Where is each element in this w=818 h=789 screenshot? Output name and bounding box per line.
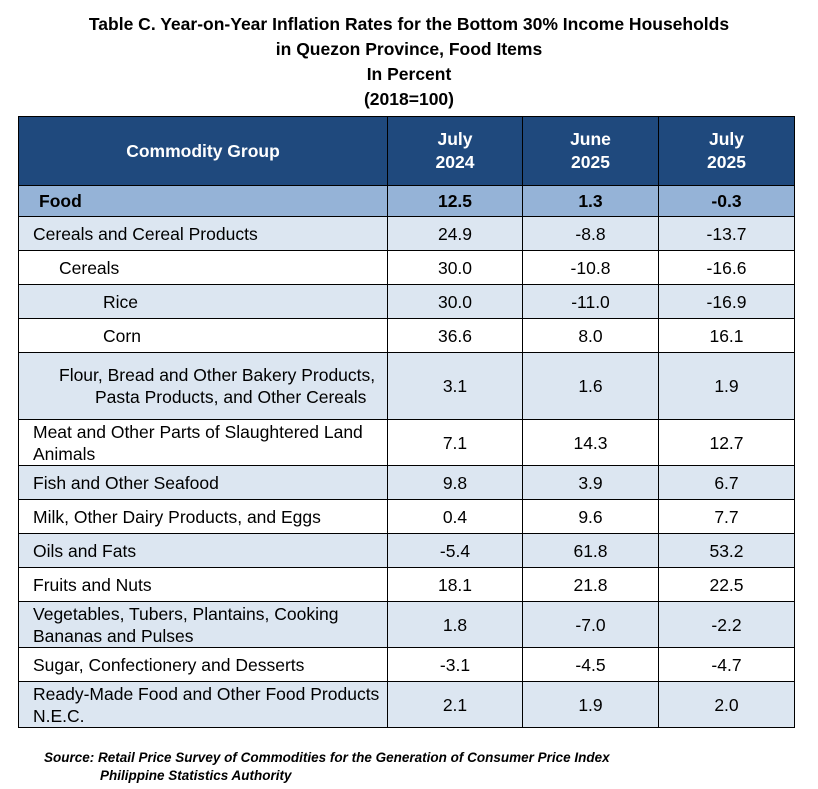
value-july-2024: 36.6 [387,318,523,353]
table-row-meat: Meat and Other Parts of Slaughtered Land… [18,419,795,466]
value-june-2025: 61.8 [522,533,659,568]
header-july-2025-month: July [708,129,745,149]
value-june-2025: -11.0 [522,284,659,319]
value-july-2024: 7.1 [387,419,523,466]
value-july-2024: 30.0 [387,284,523,319]
value-june-2025: 1.3 [522,185,659,217]
value-july-2025: -16.6 [658,250,795,285]
value-july-2025: 12.7 [658,419,795,466]
header-july-2025-year: 2025 [707,152,746,172]
table-row-vegetables: Vegetables, Tubers, Plantains, Cooking B… [18,601,795,648]
value-july-2024: 12.5 [387,185,523,217]
value-july-2025: 22.5 [658,567,795,602]
value-june-2025: -7.0 [522,601,659,648]
value-july-2024: 30.0 [387,250,523,285]
value-june-2025: 8.0 [522,318,659,353]
table-row-cereals: Cereals 30.0 -10.8 -16.6 [18,250,795,285]
value-july-2025: 1.9 [658,352,795,420]
value-june-2025: -8.8 [522,216,659,251]
value-july-2024: 24.9 [387,216,523,251]
table-row-fruits-and-nuts: Fruits and Nuts 18.1 21.8 22.5 [18,567,795,602]
value-july-2024: 0.4 [387,499,523,534]
value-july-2025: -13.7 [658,216,795,251]
header-july-2024-year: 2024 [435,152,475,172]
inflation-table: Commodity Group July 2024 June 2025 July… [18,116,795,728]
header-row: Commodity Group July 2024 June 2025 July… [18,116,795,186]
value-july-2025: -4.7 [658,647,795,682]
row-label: Oils and Fats [18,533,388,568]
row-label: Ready-Made Food and Other Food Products … [18,681,388,728]
header-june-2025: June 2025 [522,116,659,186]
header-june-2025-month: June [570,129,611,149]
row-label: Corn [18,318,388,353]
table-row-corn: Corn 36.6 8.0 16.1 [18,318,795,353]
row-label: Cereals and Cereal Products [18,216,388,251]
value-july-2024: -3.1 [387,647,523,682]
value-july-2024: -5.4 [387,533,523,568]
source-line-1: Source: Retail Price Survey of Commoditi… [44,750,610,765]
row-label: Fruits and Nuts [18,567,388,602]
row-label: Fish and Other Seafood [18,465,388,500]
row-label: Rice [18,284,388,319]
row-label: Flour, Bread and Other Bakery Products, … [18,352,388,420]
value-june-2025: -10.8 [522,250,659,285]
value-july-2025: 2.0 [658,681,795,728]
row-label: Milk, Other Dairy Products, and Eggs [18,499,388,534]
value-july-2024: 3.1 [387,352,523,420]
value-june-2025: 1.9 [522,681,659,728]
source-note: Source: Retail Price Survey of Commoditi… [44,749,610,785]
value-june-2025: -4.5 [522,647,659,682]
title-line-4: (2018=100) [363,89,454,109]
table-row-rice: Rice 30.0 -11.0 -16.9 [18,284,795,319]
value-july-2025: 7.7 [658,499,795,534]
value-june-2025: 1.6 [522,352,659,420]
source-line-2: Philippine Statistics Authority [100,768,292,783]
value-july-2024: 1.8 [387,601,523,648]
row-label: Cereals [18,250,388,285]
title-line-3: In Percent [366,64,452,84]
value-july-2025: 6.7 [658,465,795,500]
table-row-cereals-and-cereal-products: Cereals and Cereal Products 24.9 -8.8 -1… [18,216,795,251]
value-july-2024: 9.8 [387,465,523,500]
table-row-milk-dairy-eggs: Milk, Other Dairy Products, and Eggs 0.4… [18,499,795,534]
row-label: Sugar, Confectionery and Desserts [18,647,388,682]
table-row-fish-and-seafood: Fish and Other Seafood 9.8 3.9 6.7 [18,465,795,500]
table-row-ready-made-food: Ready-Made Food and Other Food Products … [18,681,795,728]
header-july-2024-month: July [437,129,473,149]
row-label: Food [18,185,388,217]
table-title: Table C. Year-on-Year Inflation Rates fo… [0,12,818,112]
table-row-oils-and-fats: Oils and Fats -5.4 61.8 53.2 [18,533,795,568]
value-june-2025: 3.9 [522,465,659,500]
value-july-2024: 2.1 [387,681,523,728]
value-july-2025: -16.9 [658,284,795,319]
title-line-2: in Quezon Province, Food Items [275,39,543,59]
value-july-2025: -0.3 [658,185,795,217]
table-row-flour-bread-bakery: Flour, Bread and Other Bakery Products, … [18,352,795,420]
value-july-2024: 18.1 [387,567,523,602]
value-june-2025: 21.8 [522,567,659,602]
header-july-2025: July 2025 [658,116,795,186]
value-july-2025: 16.1 [658,318,795,353]
table-row-food: Food 12.5 1.3 -0.3 [18,185,795,217]
value-july-2025: 53.2 [658,533,795,568]
value-july-2025: -2.2 [658,601,795,648]
row-label: Vegetables, Tubers, Plantains, Cooking B… [18,601,388,648]
header-june-2025-year: 2025 [571,152,610,172]
value-june-2025: 9.6 [522,499,659,534]
value-june-2025: 14.3 [522,419,659,466]
table-row-sugar-confectionery: Sugar, Confectionery and Desserts -3.1 -… [18,647,795,682]
header-july-2024: July 2024 [387,116,523,186]
header-commodity-group: Commodity Group [18,116,388,186]
row-label: Meat and Other Parts of Slaughtered Land… [18,419,388,466]
title-line-1: Table C. Year-on-Year Inflation Rates fo… [88,14,730,34]
